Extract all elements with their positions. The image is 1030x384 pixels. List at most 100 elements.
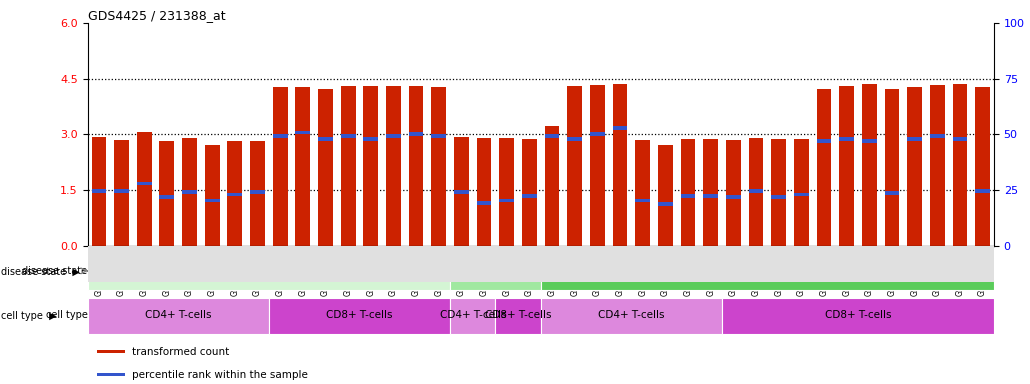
Bar <box>364 86 378 246</box>
Bar <box>427 246 450 282</box>
Bar <box>137 182 151 185</box>
Bar <box>636 140 650 246</box>
Bar <box>703 194 718 197</box>
Bar <box>92 137 106 246</box>
Text: cell type  ▶: cell type ▶ <box>1 311 57 321</box>
Bar <box>749 138 763 246</box>
Bar <box>88 253 450 290</box>
Bar <box>228 193 242 196</box>
Text: CD4+ T-cells: CD4+ T-cells <box>598 310 664 320</box>
Bar <box>250 190 265 194</box>
Bar <box>590 85 605 246</box>
Bar <box>681 194 695 197</box>
Bar <box>881 246 903 282</box>
Bar <box>654 246 677 282</box>
Bar <box>495 246 518 282</box>
Bar <box>749 189 763 193</box>
Bar <box>314 246 337 282</box>
Bar <box>835 246 858 282</box>
Bar <box>545 126 559 246</box>
Bar <box>903 246 926 282</box>
Bar <box>405 246 427 282</box>
Bar <box>722 246 745 282</box>
Bar <box>97 373 126 376</box>
Bar <box>771 139 786 246</box>
Bar <box>767 246 790 282</box>
Bar <box>930 85 945 246</box>
Bar <box>568 137 582 141</box>
Bar <box>790 246 813 282</box>
Bar <box>382 246 405 282</box>
Bar <box>541 253 994 290</box>
Bar <box>500 138 514 246</box>
Bar <box>291 246 314 282</box>
Text: CD8+ T-cells: CD8+ T-cells <box>485 310 551 320</box>
Bar <box>862 139 877 143</box>
Bar <box>631 246 654 282</box>
Bar <box>722 298 994 334</box>
Bar <box>953 137 967 141</box>
Bar <box>586 246 609 282</box>
Bar <box>794 139 809 246</box>
Bar <box>949 246 971 282</box>
Bar <box>858 246 881 282</box>
Bar <box>88 298 269 334</box>
Text: severe asthma: severe asthma <box>230 266 307 276</box>
Bar <box>522 194 537 197</box>
Bar <box>817 139 831 143</box>
Bar <box>839 137 854 141</box>
Bar <box>246 246 269 282</box>
Bar <box>432 87 446 246</box>
Bar <box>563 246 586 282</box>
Bar <box>953 84 967 246</box>
Bar <box>296 87 310 246</box>
Bar <box>568 86 582 246</box>
Text: disease state  ▶: disease state ▶ <box>1 266 80 276</box>
Bar <box>726 195 741 199</box>
Bar <box>541 298 722 334</box>
Bar <box>699 246 722 282</box>
Bar <box>92 189 106 193</box>
Bar <box>745 246 767 282</box>
Text: transformed count: transformed count <box>132 347 229 357</box>
Bar <box>681 139 695 246</box>
Bar <box>409 86 423 246</box>
Bar <box>432 134 446 138</box>
Bar <box>794 193 809 196</box>
Bar <box>114 140 129 246</box>
Bar <box>318 137 333 141</box>
Bar <box>296 131 310 134</box>
Text: CD4+ T-cells: CD4+ T-cells <box>145 310 211 320</box>
Bar <box>156 246 178 282</box>
Bar <box>454 137 469 246</box>
Bar <box>522 139 537 246</box>
Bar <box>907 137 922 141</box>
Bar <box>182 138 197 246</box>
Text: GDS4425 / 231388_at: GDS4425 / 231388_at <box>88 9 226 22</box>
Text: non-severe asthma: non-severe asthma <box>445 266 546 276</box>
Bar <box>182 190 197 194</box>
Bar <box>658 202 673 206</box>
Bar <box>341 134 355 138</box>
Bar <box>477 201 491 205</box>
Bar <box>359 246 382 282</box>
Bar <box>677 246 699 282</box>
Bar <box>205 145 219 246</box>
Bar <box>477 138 491 246</box>
Bar <box>813 246 835 282</box>
Bar <box>273 87 287 246</box>
Bar <box>201 246 224 282</box>
Bar <box>114 189 129 193</box>
Bar <box>205 199 219 202</box>
Bar <box>839 86 854 246</box>
Bar <box>703 139 718 246</box>
Text: healthy control: healthy control <box>728 266 806 276</box>
Bar <box>473 246 495 282</box>
Bar <box>862 84 877 246</box>
Bar <box>613 84 627 246</box>
Bar <box>337 246 359 282</box>
Bar <box>500 199 514 202</box>
Bar <box>97 350 126 353</box>
Bar <box>228 141 242 246</box>
Bar <box>609 246 631 282</box>
